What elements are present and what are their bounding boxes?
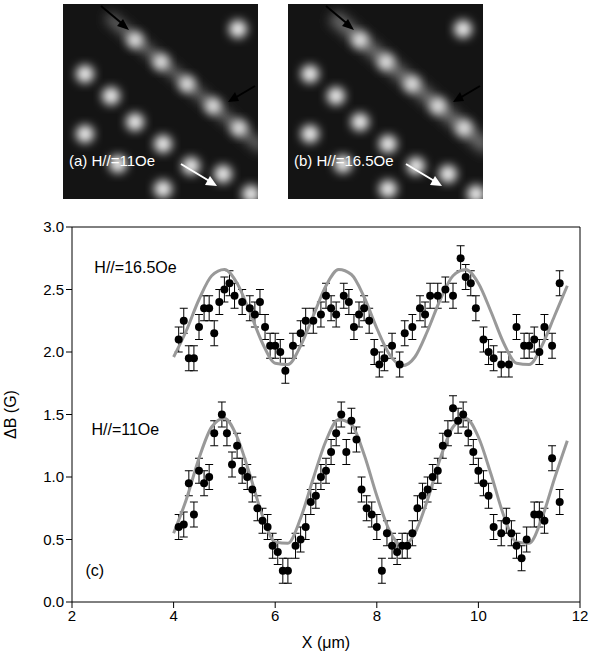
svg-text:12: 12 [572,607,589,624]
svg-text:0.0: 0.0 [43,593,64,610]
svg-text:10: 10 [470,607,487,624]
svg-text:ΔB (G): ΔB (G) [2,390,19,439]
svg-text:2.5: 2.5 [43,281,64,298]
svg-text:8: 8 [373,607,381,624]
svg-text:4: 4 [169,607,177,624]
svg-text:H//=16.5Oe: H//=16.5Oe [94,259,176,276]
svg-text:2: 2 [68,607,76,624]
svg-text:X (μm): X (μm) [302,634,350,651]
svg-text:H//=11Oe: H//=11Oe [91,421,159,438]
svg-text:1.0: 1.0 [43,468,64,485]
svg-text:3.0: 3.0 [43,218,64,235]
svg-text:1.5: 1.5 [43,406,64,423]
svg-text:0.5: 0.5 [43,531,64,548]
svg-text:(a) H//=11Oe: (a) H//=11Oe [69,152,155,169]
svg-text:2.0: 2.0 [43,343,64,360]
svg-text:(c): (c) [86,562,105,579]
svg-text:(b) H//=16.5Oe: (b) H//=16.5Oe [294,152,394,169]
svg-text:6: 6 [271,607,279,624]
